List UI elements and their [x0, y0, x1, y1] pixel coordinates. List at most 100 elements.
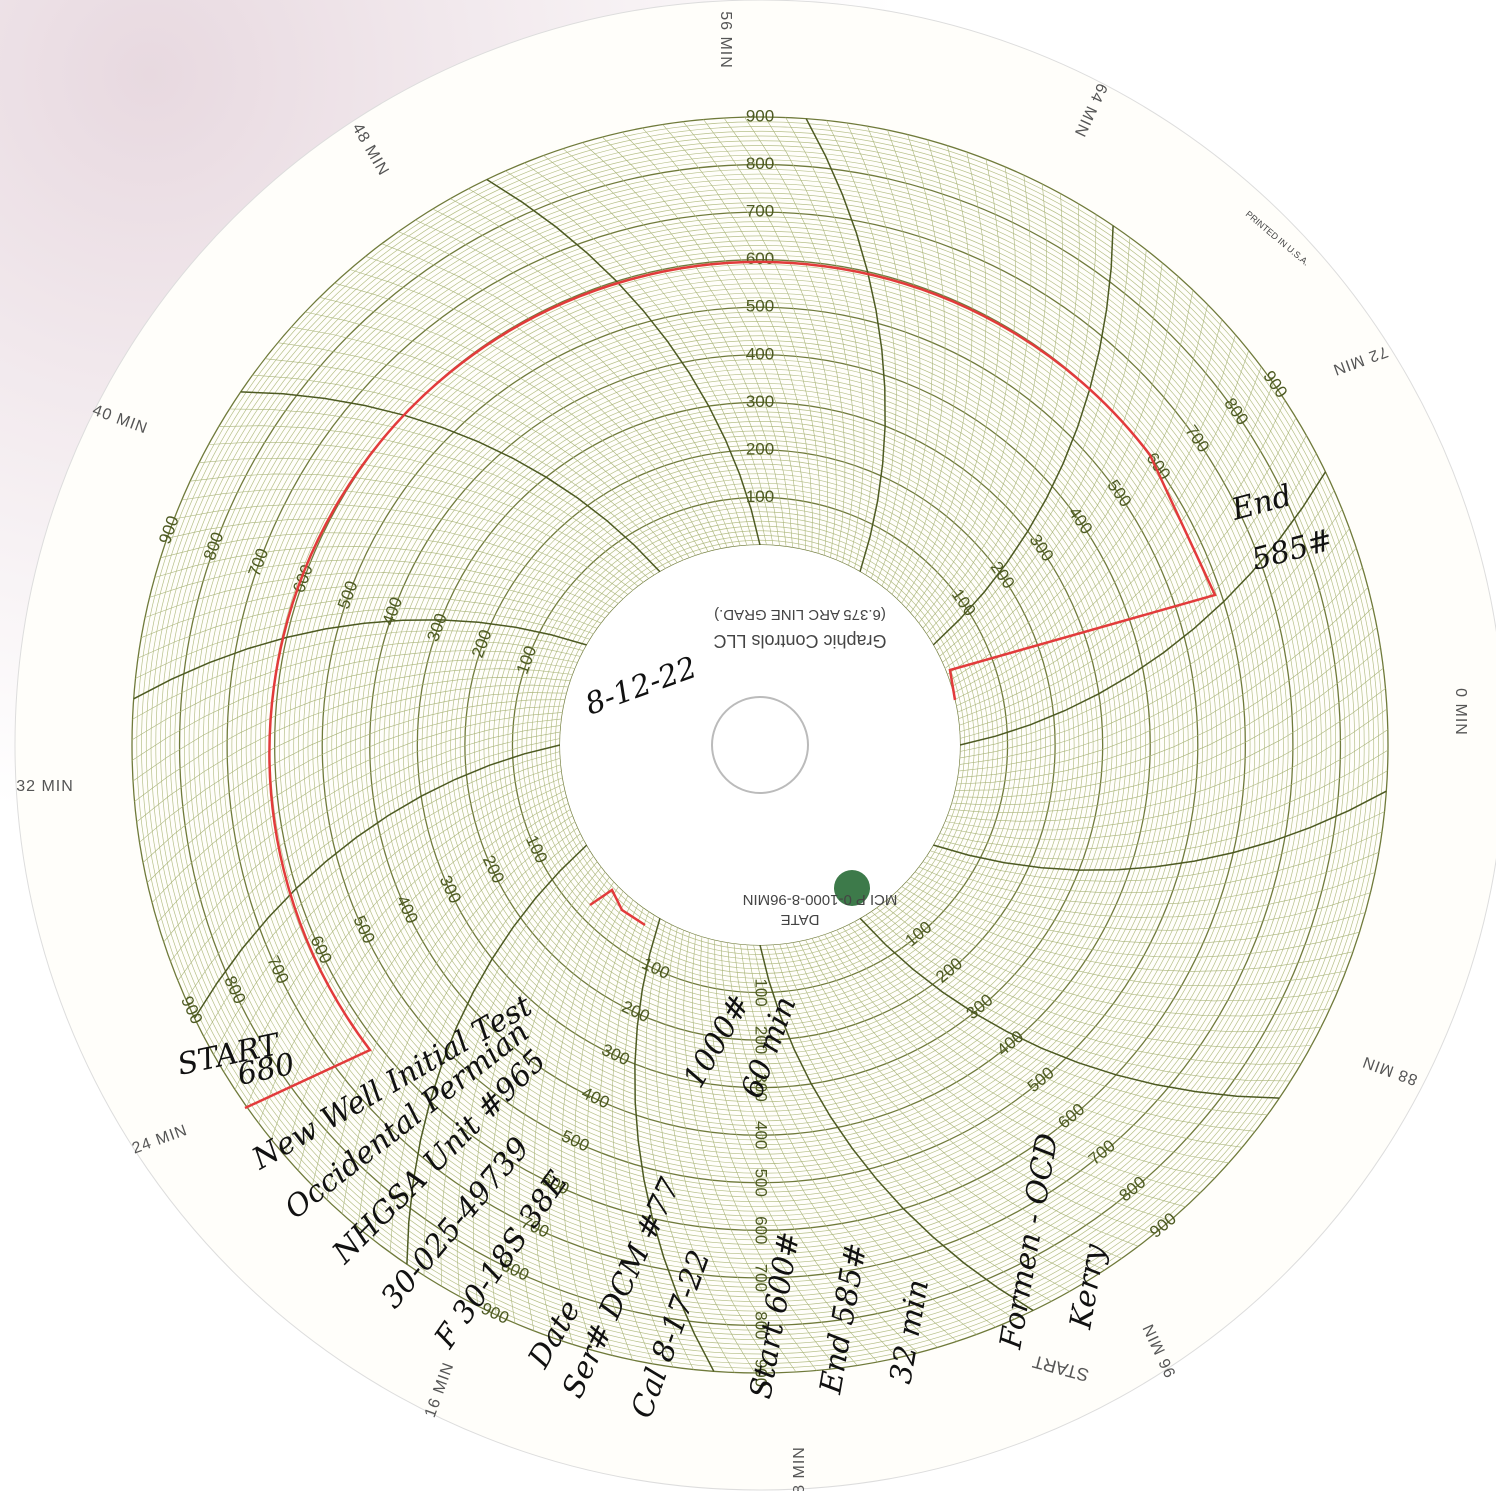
pressure-label: 400: [752, 1121, 771, 1149]
time-line: [959, 453, 1317, 739]
ring: [345, 330, 1175, 1160]
time-line: [905, 159, 1002, 609]
time-line: [562, 148, 787, 547]
ring: [393, 378, 1127, 1112]
time-line: [518, 881, 615, 1331]
ring: [312, 297, 1208, 1193]
ring: [336, 321, 1184, 1169]
ring: [207, 192, 1313, 1298]
pressure-label: 900: [752, 1359, 771, 1387]
time-line: [779, 943, 1088, 1282]
time-line: [157, 712, 563, 923]
time-line: [134, 668, 573, 802]
pressure-label: 100: [746, 487, 774, 506]
time-line: [147, 699, 566, 883]
time-line: [958, 528, 1350, 765]
pressure-label: 400: [746, 344, 774, 363]
time-line: [389, 839, 584, 1253]
time-label: 56 MIN: [717, 11, 734, 69]
pressure-label: 900: [746, 106, 774, 125]
time-line: [319, 297, 696, 556]
time-line: [160, 532, 615, 609]
ring: [164, 149, 1356, 1341]
time-line: [132, 659, 576, 782]
time-line: [334, 282, 703, 554]
time-line: [177, 731, 561, 981]
ring: [431, 416, 1089, 1074]
ring: [383, 368, 1137, 1122]
ring: [236, 221, 1284, 1269]
time-line: [665, 927, 776, 1373]
time-line: [951, 647, 1381, 806]
ring: [455, 440, 1065, 1050]
ring: [511, 496, 1009, 994]
time-line: [953, 627, 1378, 798]
ring: [526, 511, 994, 979]
time-line: [942, 262, 1163, 663]
time-line: [846, 122, 909, 579]
time-line: [208, 441, 644, 583]
pressure-label: 300: [746, 392, 774, 411]
time-line: [229, 408, 655, 576]
time-line: [136, 676, 571, 823]
time-line: [957, 567, 1363, 778]
time-line: [423, 850, 591, 1276]
time-line: [622, 132, 806, 551]
ring: [160, 145, 1360, 1345]
time-line: [137, 596, 594, 659]
ring: [226, 211, 1294, 1279]
time-line: [954, 350, 1249, 700]
time-line: [910, 166, 1017, 614]
time-line: [223, 764, 562, 1073]
ring: [397, 382, 1123, 1108]
time-line: [836, 929, 1229, 1164]
time-line: [766, 944, 1052, 1302]
ring: [426, 411, 1094, 1079]
time-line: [959, 509, 1343, 759]
time-line: [886, 134, 946, 591]
ring: [416, 401, 1104, 1089]
ring: [174, 159, 1346, 1331]
time-line: [956, 587, 1369, 785]
ring: [136, 121, 1384, 1369]
ring: [445, 430, 1075, 1060]
ring: [264, 249, 1256, 1241]
time-line: [944, 276, 1179, 669]
time-line: [599, 907, 653, 1364]
time-line: [944, 708, 1388, 831]
time-line: [936, 770, 1388, 860]
ring: [407, 392, 1113, 1098]
time-line: [312, 809, 571, 1186]
pressure-label: 700: [746, 202, 774, 221]
time-line: [662, 124, 821, 554]
time-line: [798, 941, 1139, 1247]
ring: [202, 187, 1318, 1303]
time-line: [939, 249, 1147, 657]
time-line: [891, 139, 959, 595]
pressure-label: 800: [746, 154, 774, 173]
time-line: [932, 790, 1387, 871]
time-line: [957, 383, 1274, 713]
trace-start: [589, 888, 646, 927]
center-print: DATE MCI P 0-1000-8-96MIN Graphic Contro…: [713, 606, 897, 928]
time-line: [185, 738, 561, 1000]
ring: [478, 463, 1042, 1027]
time-line: [914, 871, 1371, 931]
time-line: [905, 881, 1360, 958]
time-line: [740, 943, 977, 1335]
ring: [317, 302, 1203, 1188]
time-line: [805, 118, 886, 573]
ring: [331, 316, 1189, 1174]
time-line: [587, 903, 639, 1361]
ring: [507, 492, 1013, 998]
time-line: [341, 821, 576, 1214]
ring: [540, 525, 980, 965]
time-line: [785, 117, 875, 569]
time-line: [918, 183, 1048, 624]
time-line: [683, 932, 817, 1371]
pressure-label: 600: [752, 1216, 771, 1244]
time-line: [533, 886, 619, 1339]
time-line: [297, 802, 569, 1171]
time-line: [373, 833, 581, 1241]
ring: [283, 268, 1237, 1222]
